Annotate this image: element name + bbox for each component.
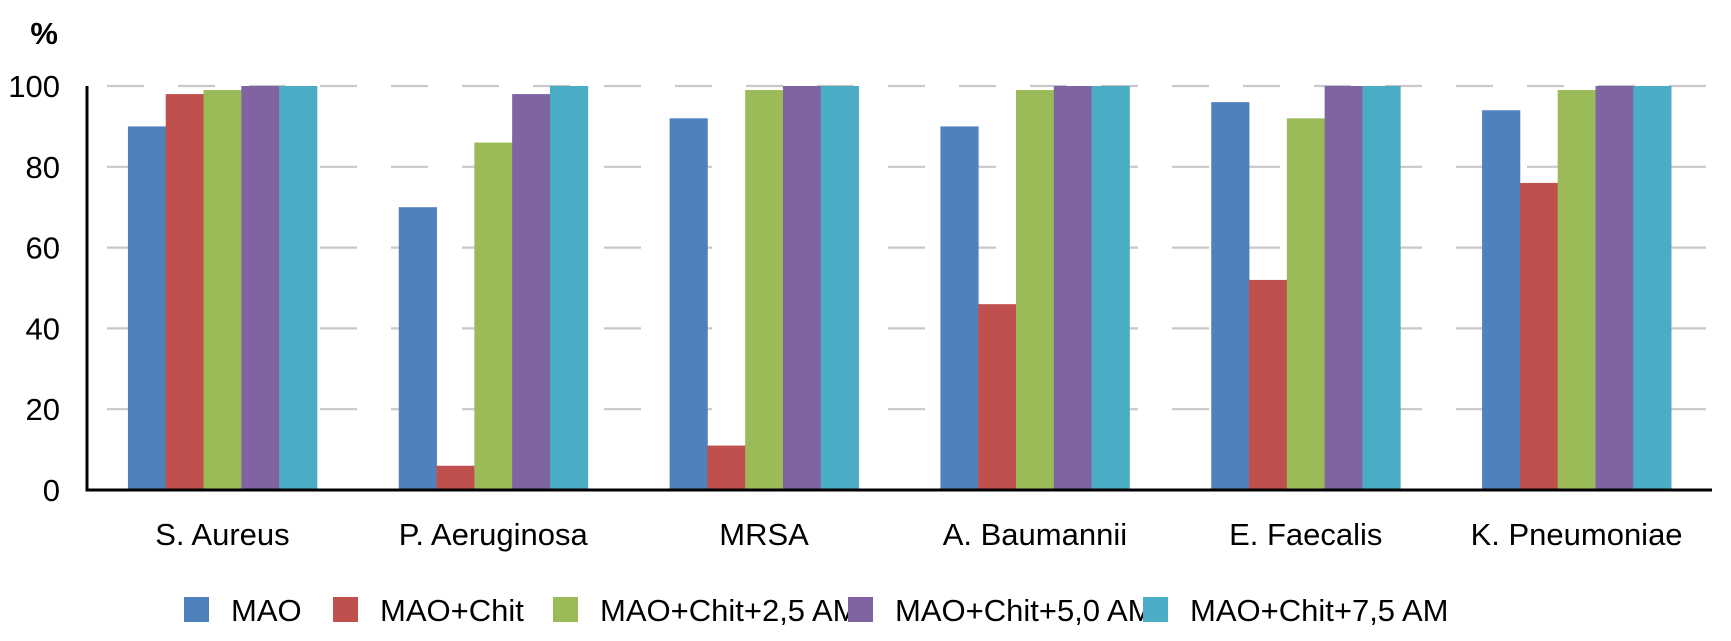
y-tick-label: 80 [26, 150, 60, 185]
bar [1286, 118, 1326, 490]
bar [1362, 86, 1401, 490]
bar [1519, 182, 1559, 490]
x-category-label: K. Pneumoniae [1471, 517, 1683, 552]
legend-swatch [1143, 597, 1168, 622]
legend-swatch [333, 597, 358, 622]
bar [940, 126, 979, 491]
y-tick-label: 100 [8, 69, 60, 104]
axes: % [30, 16, 1712, 492]
legend-swatch [553, 597, 578, 622]
y-tick-label: 20 [26, 392, 60, 427]
bar [1091, 86, 1130, 490]
legend-label: MAO+Chit+2,5 AM [600, 593, 858, 628]
legend-label: MAO [231, 593, 302, 628]
bar [203, 90, 242, 490]
bar [1557, 90, 1596, 490]
y-tick-label: 0 [43, 473, 60, 508]
legend: MAO MAO+Chit MAO+Chit+2,5 AM MAO+Chit+5,0 A… [184, 593, 1448, 628]
legend-label: MAO+Chit+5,0 AM [895, 593, 1153, 628]
bar [241, 86, 280, 490]
bar [745, 90, 784, 490]
legend-item: MAO+Chit+2,5 AM [553, 593, 858, 628]
bar [1324, 86, 1363, 490]
bar [820, 86, 859, 490]
bar [1595, 86, 1634, 490]
y-tick-label: 40 [26, 311, 60, 346]
bar [436, 465, 475, 490]
legend-item: MAO+Chit+5,0 AM [848, 593, 1153, 628]
y-tick-labels: 0 20 40 60 80 100 [8, 69, 60, 508]
bar [1249, 279, 1288, 490]
bars [127, 86, 1672, 491]
x-category-label: E. Faecalis [1229, 517, 1382, 552]
legend-swatch [184, 597, 209, 622]
bar [1016, 90, 1055, 490]
bar [782, 86, 822, 490]
bar [549, 86, 589, 490]
bar [398, 207, 437, 490]
x-category-label: MRSA [719, 517, 809, 552]
x-category-label: A. Baumannii [943, 517, 1127, 552]
gridlines [88, 84, 1712, 411]
x-category-label: S. Aureus [155, 517, 289, 552]
bar [978, 304, 1017, 490]
legend-item: MAO+Chit+7,5 AM [1143, 593, 1448, 628]
y-tick-label: 60 [26, 231, 60, 266]
bar [1482, 110, 1521, 491]
bar [512, 94, 551, 490]
legend-item: MAO [184, 593, 302, 628]
bar [669, 118, 708, 490]
x-category-labels: S. Aureus P. Aeruginosa MRSA A. Baumannii E.… [155, 517, 1682, 552]
bar [165, 94, 204, 490]
bar [1633, 86, 1672, 490]
legend-swatch [848, 597, 873, 622]
bar [474, 142, 513, 490]
legend-label: MAO+Chit+7,5 AM [1190, 593, 1448, 628]
bar [707, 445, 746, 490]
legend-item: MAO+Chit [333, 593, 524, 628]
x-category-label: P. Aeruginosa [399, 517, 589, 552]
bar [127, 126, 167, 491]
bar [1053, 86, 1093, 490]
bar [1211, 102, 1250, 490]
bar [279, 86, 318, 490]
y-axis-unit-label: % [30, 16, 58, 51]
legend-label: MAO+Chit [380, 593, 524, 628]
